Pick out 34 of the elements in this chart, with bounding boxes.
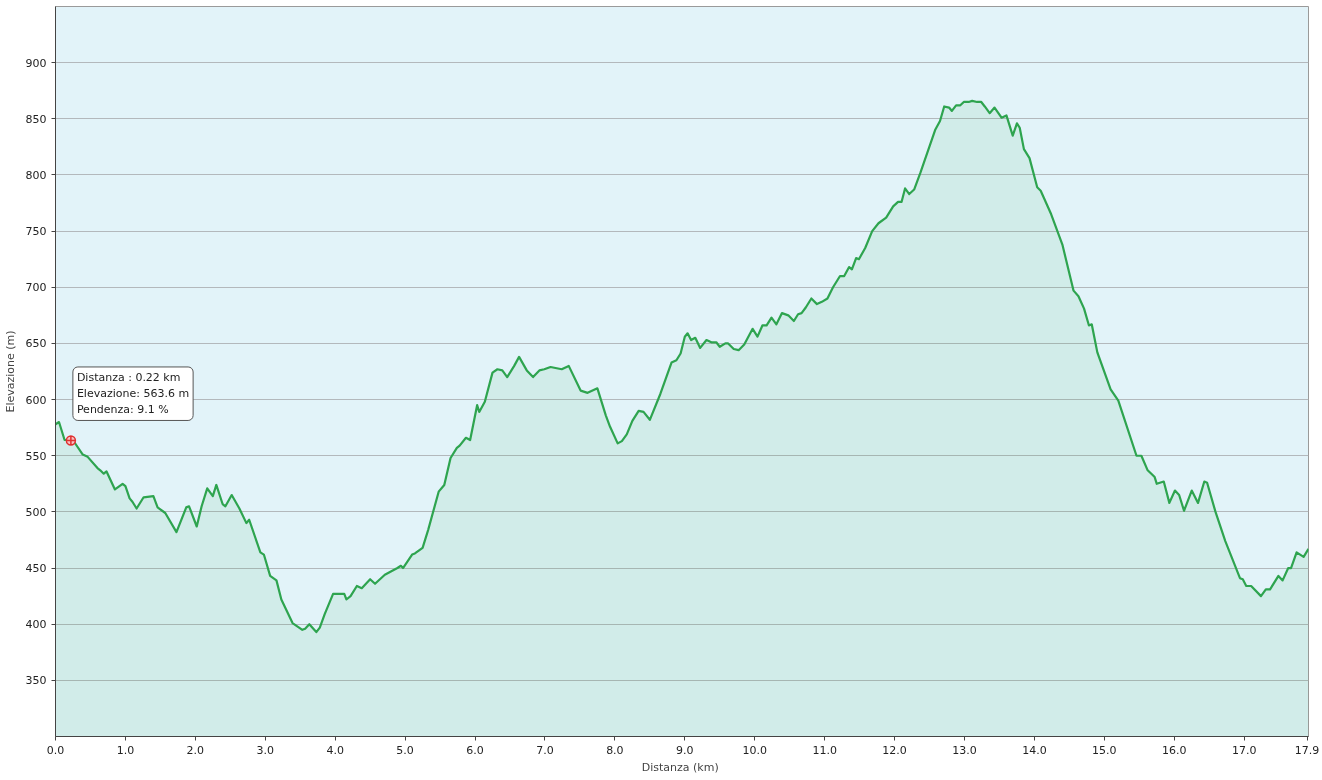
y-tick-label: 700 <box>25 281 47 295</box>
y-tick-label: 600 <box>25 393 47 407</box>
x-tick-label: 2.0 <box>186 743 205 757</box>
x-tick-label: 5.0 <box>396 743 414 757</box>
y-tick-label: 500 <box>25 505 47 519</box>
y-tick-label: 900 <box>25 56 47 70</box>
x-tick-label: 10.0 <box>742 743 767 757</box>
y-tick-label: 400 <box>25 618 47 632</box>
x-tick-label: 0.0 <box>46 743 65 757</box>
y-tick-label: 650 <box>25 337 47 351</box>
y-tick-label: 350 <box>25 674 47 688</box>
x-tick-label: 1.0 <box>116 743 135 757</box>
x-tick-label: 8.0 <box>606 743 624 757</box>
x-tick-label: 9.0 <box>676 743 694 757</box>
x-tick-label: 12.0 <box>882 743 907 757</box>
x-tick-label: 6.0 <box>466 743 484 757</box>
x-tick-label: 13.0 <box>952 743 977 757</box>
x-tick-label: 17.0 <box>1231 743 1257 757</box>
y-tick-label: 450 <box>25 562 47 576</box>
y-axis-title: Elevazione (m) <box>3 330 17 413</box>
x-tick-label: 3.0 <box>256 743 275 757</box>
y-tick-label: 750 <box>25 225 47 239</box>
x-tick-label: 17.9 <box>1294 743 1320 757</box>
annotation: Distanza : 0.22 km Elevazione: 563.6 m Pendenza: 9.1 % <box>76 370 190 417</box>
y-tick-label: 850 <box>25 112 47 126</box>
x-axis-title: Distanza (km) <box>641 760 719 774</box>
x-tick-label: 15.0 <box>1092 743 1117 757</box>
x-tick-label: 16.0 <box>1162 743 1187 757</box>
x-tick-label: 14.0 <box>1022 743 1047 757</box>
x-tick-label: 7.0 <box>536 743 554 757</box>
y-tick-label: 800 <box>25 168 47 182</box>
x-tick-label: 4.0 <box>326 743 344 757</box>
x-tick-label: 11.0 <box>812 743 837 757</box>
y-tick-label: 550 <box>25 449 47 463</box>
